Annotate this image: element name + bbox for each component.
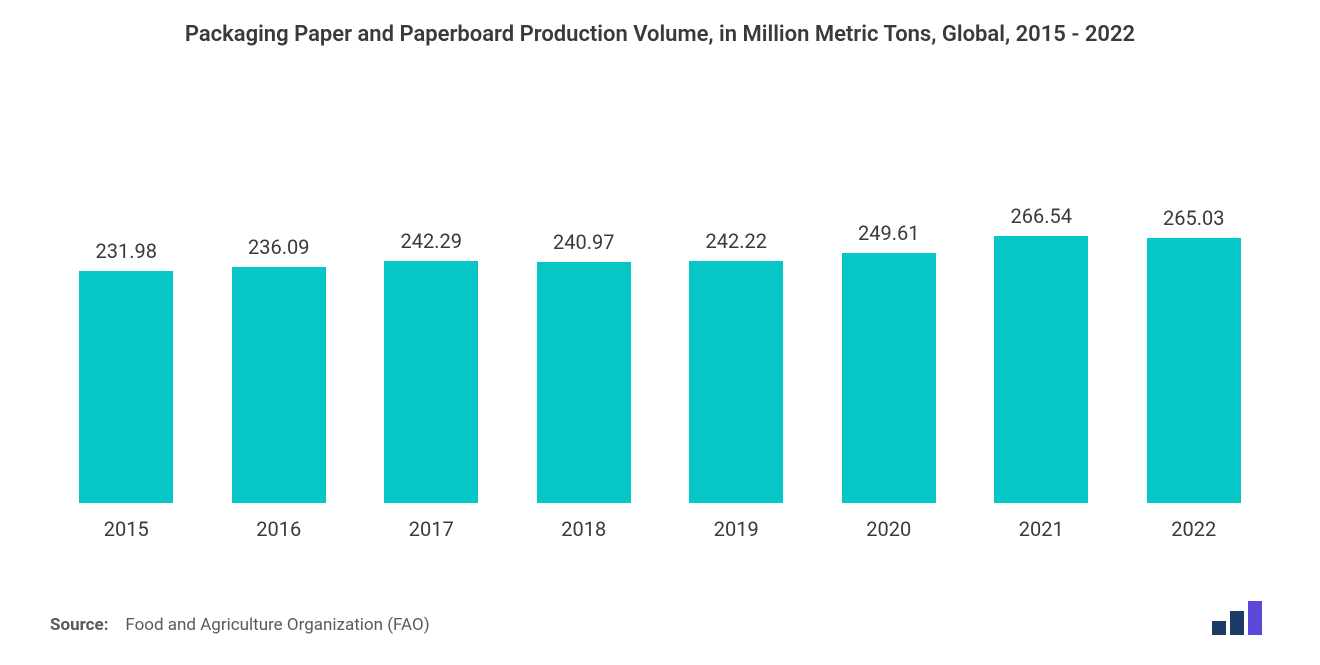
bar-category-label: 2021	[1019, 517, 1064, 541]
source-text: Food and Agriculture Organization (FAO)	[125, 615, 429, 635]
bar-group: 236.09 2016	[203, 235, 356, 541]
bar-value-label: 231.98	[96, 239, 157, 263]
bar-category-label: 2016	[256, 517, 301, 541]
bar	[232, 267, 326, 503]
bar	[79, 271, 173, 503]
bar	[384, 261, 478, 503]
logo-icon	[1212, 601, 1270, 635]
bar	[689, 261, 783, 503]
bar-value-label: 249.61	[858, 221, 919, 245]
bar-value-label: 242.22	[706, 229, 767, 253]
bar-category-label: 2022	[1171, 517, 1216, 541]
brand-logo	[1212, 601, 1270, 635]
bar-value-label: 236.09	[248, 235, 309, 259]
bar	[994, 236, 1088, 503]
bar-group: 240.97 2018	[508, 230, 661, 541]
bar-value-label: 242.29	[401, 229, 462, 253]
bar-category-label: 2019	[714, 517, 759, 541]
bar	[537, 262, 631, 503]
chart-footer: Source: Food and Agriculture Organizatio…	[50, 601, 1270, 645]
bar-value-label: 240.97	[553, 230, 614, 254]
bar-category-label: 2017	[409, 517, 454, 541]
bar-group: 249.61 2020	[813, 221, 966, 541]
source-label: Source:	[50, 615, 108, 635]
chart-plot-area: 231.98 2015 236.09 2016 242.29 2017 240.97 2018…	[50, 130, 1270, 551]
bar-group: 231.98 2015	[50, 239, 203, 541]
bar-category-label: 2015	[104, 517, 149, 541]
chart-container: Packaging Paper and Paperboard Productio…	[0, 0, 1320, 665]
bar-category-label: 2018	[561, 517, 606, 541]
bar-group: 265.03 2022	[1118, 206, 1271, 541]
source-line: Source: Food and Agriculture Organizatio…	[50, 615, 430, 635]
bar	[1147, 238, 1241, 503]
bar-value-label: 266.54	[1011, 204, 1072, 228]
bar-value-label: 265.03	[1163, 206, 1224, 230]
bar-group: 242.29 2017	[355, 229, 508, 541]
bar-category-label: 2020	[866, 517, 911, 541]
bar-group: 242.22 2019	[660, 229, 813, 541]
bar-group: 266.54 2021	[965, 204, 1118, 541]
bar	[842, 253, 936, 503]
chart-title: Packaging Paper and Paperboard Productio…	[50, 20, 1270, 50]
